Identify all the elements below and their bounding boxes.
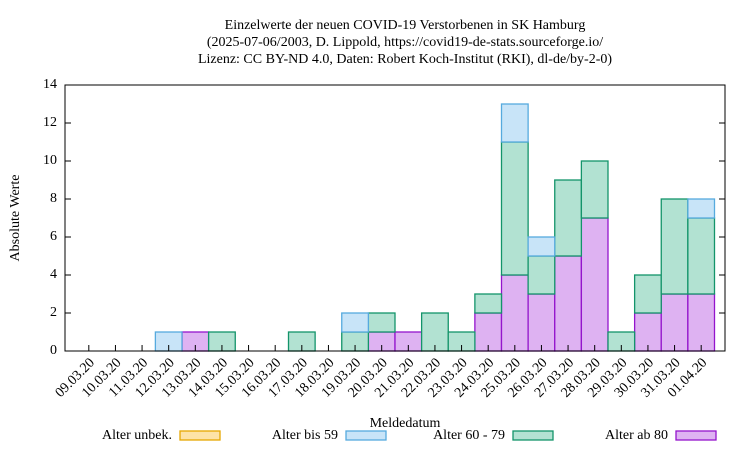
bar — [580, 160, 609, 219]
bar — [474, 293, 503, 314]
bar — [341, 312, 370, 333]
bar — [633, 274, 662, 314]
legend-label: Alter unbek. — [102, 428, 172, 443]
y-tick-label: 12 — [43, 115, 57, 130]
legend-swatch — [512, 430, 554, 441]
chart-title: Einzelwerte der neuen COVID-19 Verstorbe… — [225, 18, 586, 33]
bar — [527, 255, 556, 295]
bar — [554, 255, 583, 352]
y-tick-label: 2 — [50, 305, 57, 320]
bar — [580, 217, 609, 352]
legend-swatch — [345, 430, 387, 441]
bar — [500, 103, 529, 143]
y-tick-label: 8 — [50, 191, 57, 206]
bar — [367, 312, 396, 333]
y-tick-label: 4 — [50, 267, 57, 282]
bar — [660, 293, 689, 352]
legend-label: Alter bis 59 — [272, 428, 338, 443]
bar — [527, 293, 556, 352]
legend-label: Alter 60 - 79 — [433, 428, 505, 443]
bar — [660, 198, 689, 295]
y-tick-label: 6 — [50, 229, 57, 244]
bar — [687, 198, 716, 219]
chart-subtitle: (2025-07-06/2003, D. Lippold, https://co… — [207, 35, 603, 50]
bar — [687, 293, 716, 352]
plot-border — [64, 84, 726, 352]
bar — [687, 217, 716, 295]
y-tick-label: 10 — [43, 153, 57, 168]
chart-subtitle: Lizenz: CC BY-ND 4.0, Daten: Robert Koch… — [198, 52, 612, 67]
bar — [500, 274, 529, 352]
y-tick-label: 14 — [43, 77, 57, 92]
bar — [527, 236, 556, 257]
legend-swatch — [675, 430, 717, 441]
bar — [554, 179, 583, 257]
legend-swatch — [179, 430, 221, 441]
x-axis-label: Meldedatum — [370, 416, 441, 431]
y-axis-label: Absolute Werte — [8, 175, 23, 262]
y-tick-label: 0 — [50, 343, 57, 358]
bar — [500, 141, 529, 276]
legend-label: Alter ab 80 — [605, 428, 668, 443]
